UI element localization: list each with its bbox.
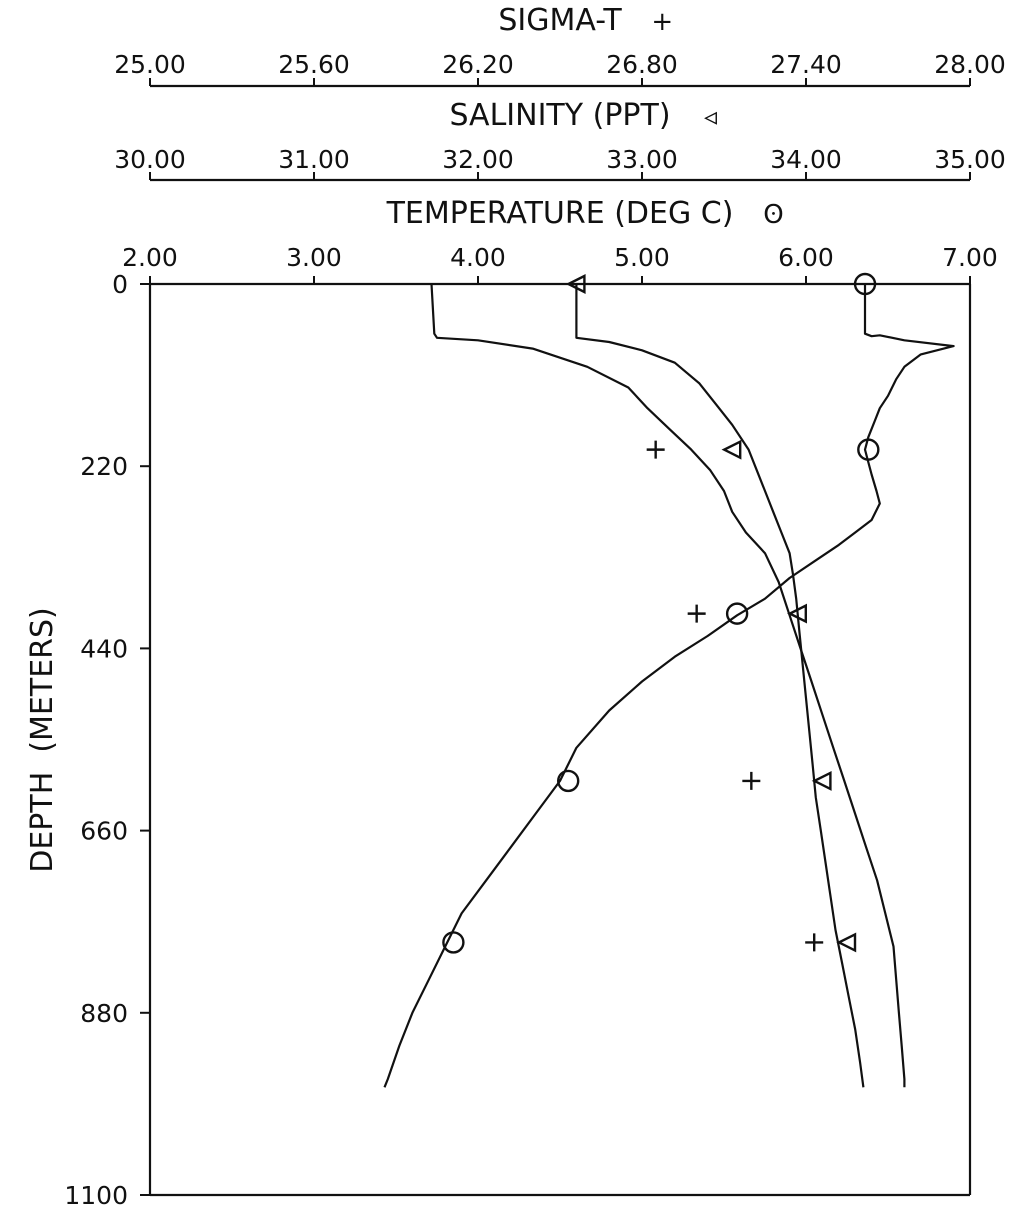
x-tick-label-salinity: 35.00	[934, 145, 1006, 174]
x-tick-label-sigma: 26.20	[442, 50, 514, 79]
x-axis-title-sigma: SIGMA-T	[498, 3, 622, 38]
series-line-sigma	[430, 283, 906, 1088]
y-tick-label: 0	[112, 270, 128, 299]
x-tick-label-sigma: 27.40	[770, 50, 842, 79]
y-axis-title: DEPTH (METERS)	[25, 607, 60, 873]
salinity-marker	[811, 770, 832, 791]
legend-symbol-temperature: ʘ	[763, 200, 783, 230]
y-tick-label: 1100	[64, 1181, 128, 1210]
sigma-marker	[687, 604, 706, 623]
series-layer	[383, 283, 955, 1088]
x-tick-label-salinity: 30.00	[114, 145, 186, 174]
salinity-marker	[721, 439, 742, 460]
x-tick-label-temperature: 7.00	[942, 243, 998, 272]
temperature-marker	[853, 272, 877, 296]
x-tick-label-sigma: 25.60	[278, 50, 350, 79]
x-tick-label-salinity: 31.00	[278, 145, 350, 174]
y-tick-label: 880	[80, 999, 128, 1028]
x-tick-label-salinity: 34.00	[770, 145, 842, 174]
x-tick-label-salinity: 32.00	[442, 145, 514, 174]
temperature-marker	[557, 769, 580, 793]
temperature-marker	[857, 438, 880, 461]
salinity-marker	[836, 932, 857, 953]
x-tick-label-temperature: 6.00	[778, 243, 834, 272]
axes-layer	[140, 78, 972, 1197]
x-tick-label-temperature: 5.00	[614, 243, 670, 272]
x-tick-label-sigma: 26.80	[606, 50, 678, 79]
temperature-marker	[442, 931, 465, 954]
x-tick-label-temperature: 3.00	[286, 243, 342, 272]
label-layer: 0 220 440 660 880 1100 DEPTH (METERS) 25.00 25.6…	[25, 3, 1006, 1210]
x-tick-label-salinity: 33.00	[606, 145, 678, 174]
temperature-marker	[725, 602, 749, 625]
x-tick-label-sigma: 25.00	[114, 50, 186, 79]
salinity-marker	[565, 274, 586, 294]
salinity-marker	[787, 603, 807, 624]
x-tick-label-sigma: 28.00	[934, 50, 1006, 79]
legend-symbol-salinity: ◃	[704, 102, 717, 132]
x-tick-label-temperature: 2.00	[122, 243, 178, 272]
x-axis-title-salinity: SALINITY (PPT)	[449, 98, 670, 133]
y-tick-label: 440	[80, 634, 128, 663]
x-axis-title-temperature: TEMPERATURE (DEG C)	[386, 196, 734, 231]
legend-symbol-sigma: +	[651, 7, 673, 37]
x-tick-label-temperature: 4.00	[450, 243, 506, 272]
sigma-marker	[742, 771, 761, 790]
sigma-marker	[646, 440, 665, 459]
y-tick-label: 220	[80, 452, 128, 481]
series-line-temperature	[383, 284, 955, 1088]
sigma-marker	[805, 933, 824, 952]
series-line-salinity	[575, 284, 865, 1088]
marker-layer	[442, 272, 880, 954]
y-tick-label: 660	[80, 817, 128, 846]
